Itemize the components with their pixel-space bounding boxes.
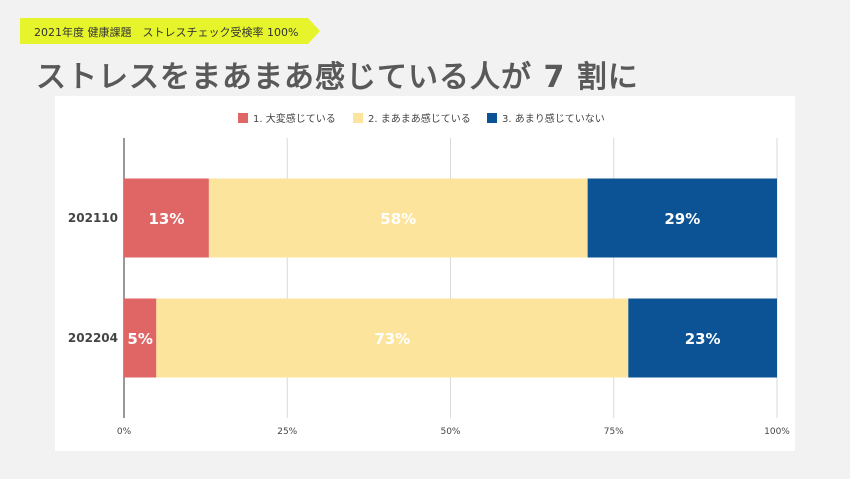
banner-text: 2021年度 健康課題 ストレスチェック受検率 100% <box>34 26 299 39</box>
stacked-bar-chart: 0% 25% 50% 75% 100% 202110 13% 58% 29% 202204 5% 73… <box>68 112 790 437</box>
header-banner: 2021年度 健康課題 ストレスチェック受検率 100% <box>20 18 320 44</box>
data-label: 58% <box>380 210 416 228</box>
x-tick-label: 50% <box>440 427 460 437</box>
legend-swatch <box>353 113 363 123</box>
x-tick-label: 100% <box>764 427 790 437</box>
data-label: 5% <box>127 330 152 348</box>
data-label: 23% <box>685 330 721 348</box>
legend-label: 1. 大変感じている <box>253 112 336 125</box>
bar-segment <box>124 178 209 258</box>
category-label: 202110 <box>68 211 118 225</box>
x-tick-label: 0% <box>117 427 132 437</box>
data-label: 13% <box>148 210 184 228</box>
chart-panel: 0% 25% 50% 75% 100% 202110 13% 58% 29% 202204 5% 73… <box>55 96 795 451</box>
data-label: 29% <box>664 210 700 228</box>
legend-swatch <box>238 113 248 123</box>
bar-segment <box>587 178 777 258</box>
x-tick-label: 25% <box>277 427 297 437</box>
legend-label: 2. まあまあ感じている <box>368 112 471 125</box>
bar-segment <box>156 298 629 378</box>
bar-segment <box>208 178 588 258</box>
legend-label: 3. あまり感じていない <box>502 112 605 125</box>
legend-swatch <box>487 113 497 123</box>
x-tick-label: 75% <box>604 427 624 437</box>
bar-segment <box>124 298 157 378</box>
data-label: 73% <box>374 330 410 348</box>
bar-segment <box>628 298 777 378</box>
category-label: 202204 <box>68 331 118 345</box>
page-title: ストレスをまあまあ感じている人が 7 割に <box>36 60 639 95</box>
